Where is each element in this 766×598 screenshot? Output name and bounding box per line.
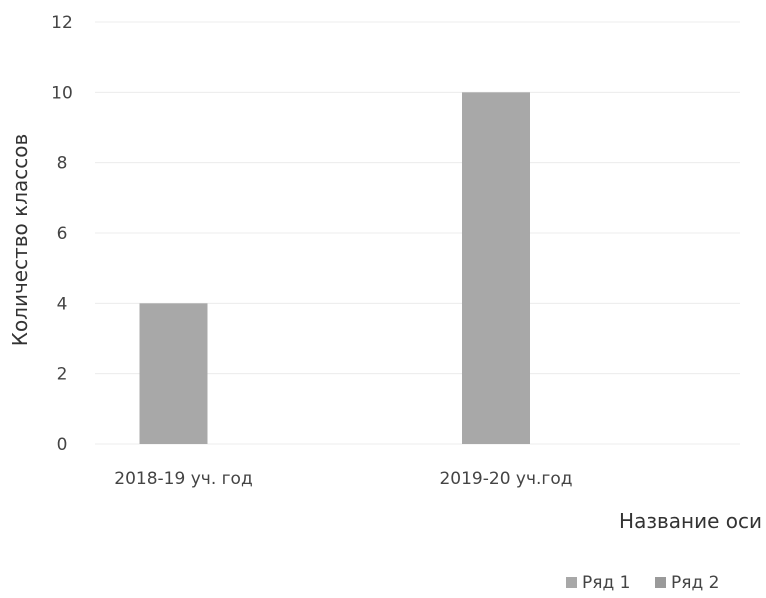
y-tick-label: 2 [57, 365, 68, 385]
y-tick-label: 12 [51, 13, 73, 33]
y-tick-label: 10 [51, 83, 73, 103]
x-tick-label: 2019-20 уч.год [439, 469, 572, 489]
legend: Ряд 1 Ряд 2 [566, 573, 719, 593]
legend-swatch [566, 577, 577, 588]
y-axis-title: Количество классов [8, 134, 32, 347]
x-axis-title: Название оси [619, 509, 762, 533]
bars [139, 92, 530, 444]
y-tick-label: 0 [57, 435, 68, 455]
bar [139, 303, 208, 444]
legend-swatch [655, 577, 666, 588]
y-tick-label: 8 [57, 154, 68, 174]
y-tick-label: 6 [57, 224, 68, 244]
legend-label: Ряд 1 [582, 573, 630, 593]
y-axis-ticks: 0 2 4 6 8 10 12 [51, 13, 73, 455]
bar [462, 92, 530, 444]
y-tick-label: 4 [57, 294, 68, 314]
x-axis-ticks: 2018-19 уч. год 2019-20 уч.год [114, 469, 572, 489]
x-tick-label: 2018-19 уч. год [114, 469, 252, 489]
legend-label: Ряд 2 [671, 573, 719, 593]
